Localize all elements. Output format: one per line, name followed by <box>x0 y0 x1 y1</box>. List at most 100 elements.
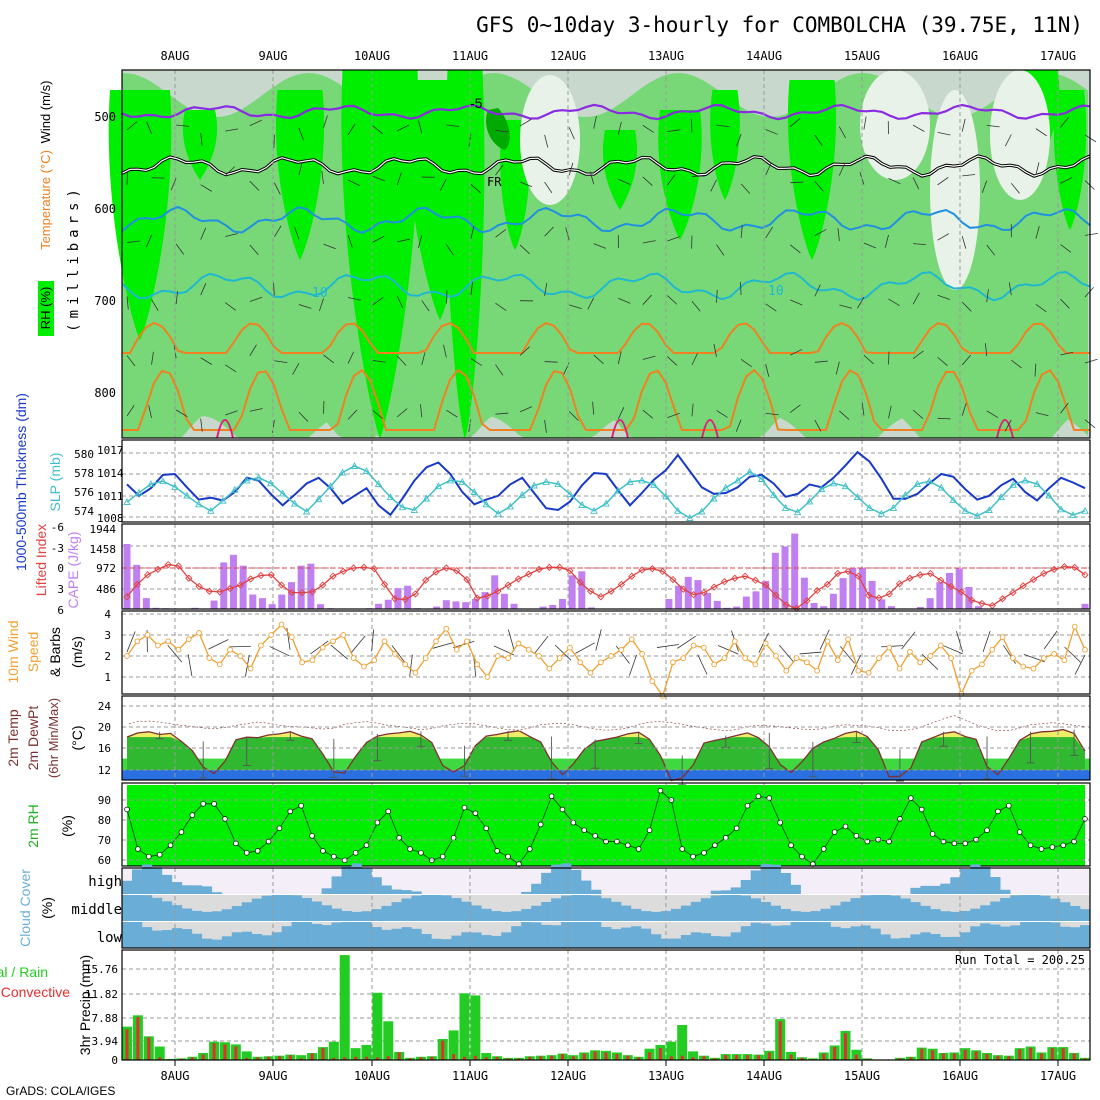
wind-barb <box>470 226 475 239</box>
cloud-low-bar <box>790 922 801 948</box>
cloud-low-bar <box>800 922 811 948</box>
temp-axis-label-2: 2m DewPt <box>25 706 41 771</box>
lifted-index-marker <box>679 585 687 593</box>
wind-barb <box>418 120 423 134</box>
wind-barb <box>881 645 904 648</box>
wind-barb <box>372 297 384 306</box>
precip-tick-label: 0 <box>111 1054 118 1067</box>
cloud-high-bar <box>411 891 422 894</box>
cape-bar <box>152 607 160 609</box>
lifted-index-marker <box>906 574 914 582</box>
slp-marker <box>578 501 586 508</box>
cloud-middle-bar <box>970 908 981 921</box>
precip-convective-bar <box>419 1057 423 1060</box>
cloud-low-bar <box>431 938 442 948</box>
lifted-index-marker <box>586 587 595 595</box>
slp-marker <box>207 506 215 514</box>
cape-bar <box>142 598 150 609</box>
slp-marker <box>1033 480 1041 488</box>
date-label-bottom: 17AUG <box>1040 1069 1076 1083</box>
rh-marker <box>755 793 762 800</box>
lifted-index-marker <box>349 564 358 572</box>
slp-marker <box>650 480 658 488</box>
cape-bar <box>878 599 886 609</box>
slp-marker <box>278 489 287 497</box>
cloud-middle-bar <box>501 911 512 921</box>
lifted-index-marker <box>1029 575 1038 584</box>
wind-barb <box>789 404 801 413</box>
cloud-middle-bar <box>411 895 422 921</box>
precip-convective-bar <box>702 1056 706 1060</box>
rh-marker <box>1006 802 1012 809</box>
cloud-middle-bar <box>980 905 991 921</box>
cloud-low-bar <box>191 933 203 948</box>
dewpoint-line-shadow <box>126 715 1086 732</box>
rh-marker <box>962 840 968 847</box>
wind-speed-marker <box>453 646 460 653</box>
precip-convective-bar <box>920 1048 924 1060</box>
rh-moist-plume <box>108 90 172 340</box>
precip-convective-bar <box>648 1052 652 1060</box>
temp-base-strip <box>122 770 1090 780</box>
cloud-middle-bar <box>680 905 692 921</box>
rh-marker <box>352 850 359 856</box>
cloud-middle-bar <box>820 908 831 921</box>
wind-barb <box>175 291 179 305</box>
rh-marker <box>592 833 598 839</box>
cape-bar <box>375 603 383 609</box>
wind-barb <box>519 119 532 127</box>
wind-barb <box>765 364 770 377</box>
precip-convective-bar <box>637 1057 641 1060</box>
cape-bar <box>858 568 866 609</box>
rh-marker <box>831 829 838 835</box>
wind-speed-marker <box>546 665 553 672</box>
wind-barb <box>200 132 203 146</box>
wind-barb <box>200 418 203 432</box>
cloud-middle-bar <box>960 910 971 921</box>
wind-barb <box>713 343 717 357</box>
wind-barb <box>789 244 801 254</box>
lifted-index-marker <box>1071 563 1079 571</box>
wind-barb <box>126 296 129 310</box>
lifted-index-marker <box>607 587 615 595</box>
lifted-index-marker <box>968 596 976 604</box>
slp-marker <box>805 497 814 505</box>
wind-barb <box>495 129 509 133</box>
date-label-bottom: 13AUG <box>648 1069 684 1083</box>
wind-barb <box>937 417 951 420</box>
cloud-middle-bar <box>241 902 253 921</box>
date-label-top: 15AUG <box>844 49 880 63</box>
slp-marker <box>266 479 275 487</box>
cloud-high-bar <box>910 887 921 894</box>
cloud-middle-bar <box>670 908 682 921</box>
wind-barb <box>495 412 509 415</box>
cloud-low-bar <box>1040 922 1051 948</box>
rh-marker <box>766 795 773 801</box>
rh-moist-plume <box>275 90 325 260</box>
cloud-low-bar <box>371 927 382 948</box>
cape-bar <box>462 602 470 609</box>
cloud-low-bar <box>531 922 542 948</box>
cloud-low-bar <box>1030 922 1041 948</box>
cloud-low-bar <box>710 936 722 948</box>
cloud-high-bar <box>790 884 801 894</box>
wind-speed-marker <box>680 655 687 661</box>
precip-convective-axis-label: Convective <box>1 984 70 1000</box>
wind-barb <box>888 177 901 185</box>
lifted-index-marker <box>432 568 440 576</box>
precip-convective-bar <box>299 1058 303 1060</box>
cape-bar <box>762 580 770 609</box>
cape-bar <box>926 598 934 609</box>
wind-speed-marker <box>1030 665 1037 672</box>
precip-convective-bar <box>223 1044 227 1060</box>
cloud-low-bar <box>1060 926 1071 948</box>
lifted-index-marker <box>185 574 193 582</box>
wind-speed-marker <box>989 646 996 653</box>
cloud-low-bar <box>610 929 622 948</box>
slp-marker <box>338 468 347 476</box>
cloud-middle-bar <box>860 895 871 921</box>
wind-barb <box>691 403 694 417</box>
temperature-contour-15 <box>122 321 1090 354</box>
lifted-index-marker <box>813 586 821 595</box>
cloud-middle-bar <box>1050 898 1061 921</box>
